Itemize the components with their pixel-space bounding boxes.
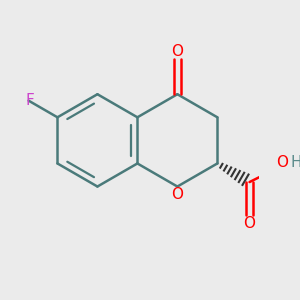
Text: O: O (244, 216, 256, 231)
Text: O: O (171, 188, 183, 202)
Text: O: O (276, 155, 288, 170)
Text: O: O (171, 44, 183, 59)
Text: H: H (290, 155, 300, 170)
Text: F: F (26, 93, 34, 108)
